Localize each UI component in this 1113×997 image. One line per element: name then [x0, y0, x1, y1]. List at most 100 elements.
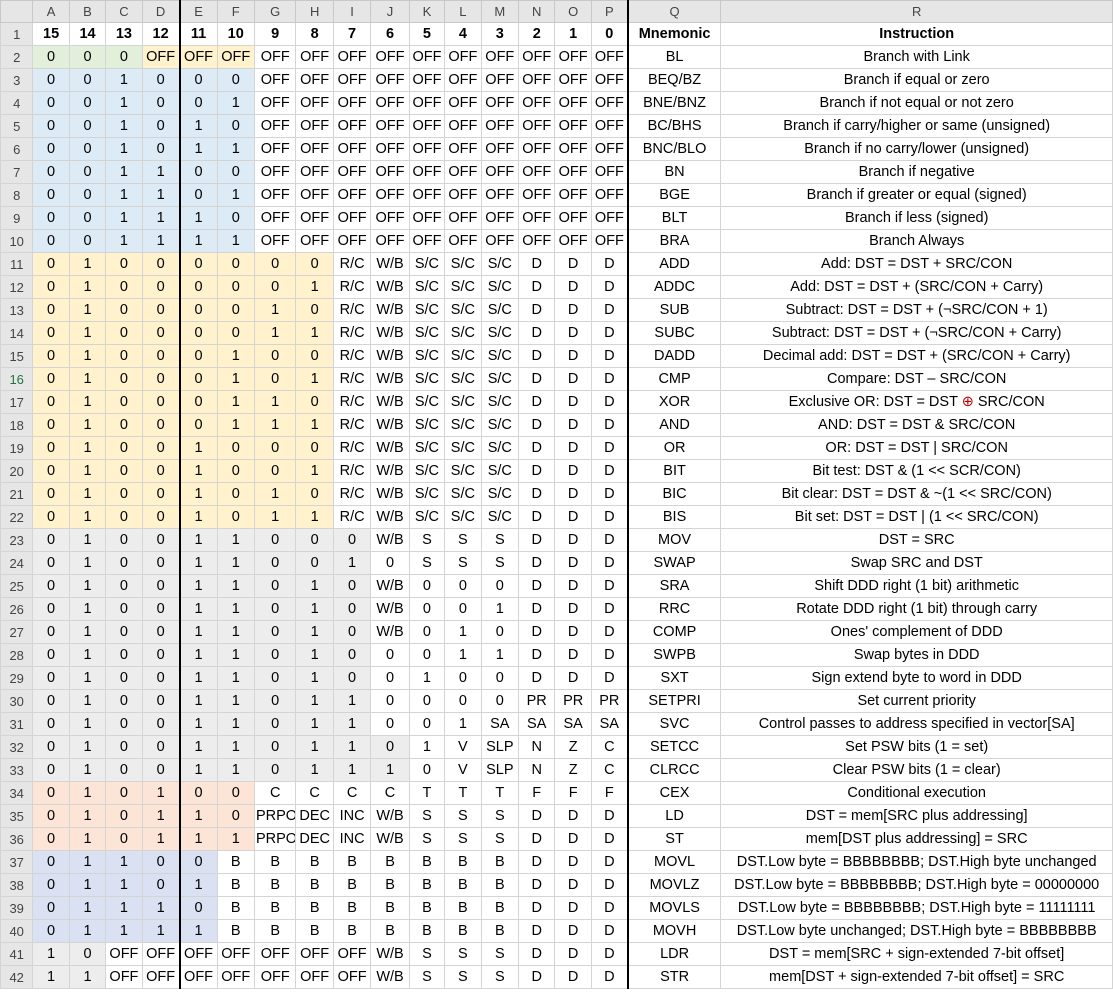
bit-cell[interactable]: S/C	[408, 413, 446, 437]
bit-cell[interactable]: 0	[141, 689, 181, 713]
bit-cell[interactable]: 0	[141, 459, 181, 483]
bit-cell[interactable]: S/C	[480, 252, 520, 276]
bit-cell[interactable]: 0	[32, 206, 70, 230]
bit-cell[interactable]: OFF	[408, 137, 446, 161]
bit-cell[interactable]: 0	[253, 689, 297, 713]
bit-cell[interactable]: S	[408, 528, 446, 552]
bit-cell[interactable]: OFF	[295, 160, 334, 184]
bit-cell[interactable]: R/C	[332, 482, 372, 506]
row-header[interactable]: 30	[0, 689, 34, 713]
column-header-d[interactable]: D	[141, 0, 181, 23]
bit-cell[interactable]: S/C	[408, 390, 446, 414]
mnemonic-cell[interactable]: COMP	[627, 620, 722, 644]
bit-cell[interactable]: 1	[295, 735, 334, 759]
bit-cell[interactable]: 1	[480, 643, 520, 667]
bit-cell[interactable]: 0	[141, 367, 181, 391]
bit-cell[interactable]: OFF	[444, 68, 482, 92]
bit-cell[interactable]: 1	[179, 137, 218, 161]
bit-cell[interactable]: S/C	[408, 298, 446, 322]
instruction-cell[interactable]: Add: DST = DST + (SRC/CON + Carry)	[720, 275, 1113, 299]
bit-cell[interactable]: OFF	[253, 965, 297, 989]
bit-cell[interactable]: 0	[32, 643, 70, 667]
bit-cell[interactable]: 0	[179, 850, 218, 874]
bit-cell[interactable]: S	[444, 528, 482, 552]
bit-cell[interactable]: 0	[105, 505, 143, 529]
mnemonic-cell[interactable]: AND	[627, 413, 722, 437]
bit-cell[interactable]: 0	[32, 160, 70, 184]
bit-cell[interactable]: S	[408, 965, 446, 989]
bit-cell[interactable]: 0	[216, 114, 255, 138]
bit-header-cell[interactable]: 13	[105, 22, 143, 46]
row-header[interactable]: 22	[0, 505, 34, 529]
bit-cell[interactable]: 0	[141, 137, 181, 161]
bit-cell[interactable]: OFF	[444, 91, 482, 115]
bit-cell[interactable]: B	[370, 850, 410, 874]
bit-cell[interactable]: B	[370, 896, 410, 920]
bit-cell[interactable]: OFF	[370, 45, 410, 69]
bit-cell[interactable]: DEC	[295, 804, 334, 828]
bit-cell[interactable]: 0	[480, 666, 520, 690]
bit-cell[interactable]: 0	[32, 298, 70, 322]
bit-cell[interactable]: 0	[105, 597, 143, 621]
bit-cell[interactable]: 0	[408, 689, 446, 713]
bit-cell[interactable]: D	[554, 919, 592, 943]
bit-cell[interactable]: S	[480, 965, 520, 989]
row-header[interactable]: 34	[0, 781, 34, 805]
bit-cell[interactable]: C	[253, 781, 297, 805]
bit-cell[interactable]: 0	[32, 528, 70, 552]
bit-cell[interactable]: 0	[32, 551, 70, 575]
bit-cell[interactable]: OFF	[370, 183, 410, 207]
mnemonic-cell[interactable]: SVC	[627, 712, 722, 736]
bit-cell[interactable]: 1	[216, 551, 255, 575]
bit-cell[interactable]: T	[444, 781, 482, 805]
bit-cell[interactable]: 1	[253, 321, 297, 345]
bit-cell[interactable]: D	[590, 643, 629, 667]
bit-cell[interactable]: D	[554, 850, 592, 874]
bit-cell[interactable]: 0	[105, 781, 143, 805]
bit-cell[interactable]: B	[444, 919, 482, 943]
bit-cell[interactable]: 1	[141, 183, 181, 207]
bit-cell[interactable]: 0	[408, 597, 446, 621]
bit-cell[interactable]: D	[518, 390, 556, 414]
bit-cell[interactable]: D	[590, 896, 629, 920]
bit-cell[interactable]: OFF	[518, 45, 556, 69]
row-header[interactable]: 31	[0, 712, 34, 736]
bit-cell[interactable]: 0	[370, 689, 410, 713]
bit-cell[interactable]: S	[480, 804, 520, 828]
bit-cell[interactable]: PRPO	[253, 827, 297, 851]
bit-cell[interactable]: 0	[32, 344, 70, 368]
bit-cell[interactable]: B	[370, 919, 410, 943]
bit-cell[interactable]: 1	[216, 344, 255, 368]
bit-cell[interactable]: D	[518, 505, 556, 529]
bit-cell[interactable]: OFF	[105, 942, 143, 966]
bit-cell[interactable]: 0	[179, 68, 218, 92]
bit-cell[interactable]: 1	[179, 620, 218, 644]
bit-cell[interactable]: W/B	[370, 574, 410, 598]
bit-cell[interactable]: D	[518, 252, 556, 276]
bit-cell[interactable]: OFF	[295, 942, 334, 966]
column-header-p[interactable]: P	[590, 0, 629, 23]
instruction-cell[interactable]: Branch if carry/higher or same (unsigned…	[720, 114, 1113, 138]
bit-cell[interactable]: OFF	[370, 206, 410, 230]
bit-cell[interactable]: D	[554, 459, 592, 483]
bit-cell[interactable]: 0	[141, 643, 181, 667]
bit-cell[interactable]: S/C	[408, 459, 446, 483]
bit-cell[interactable]: 0	[253, 620, 297, 644]
bit-cell[interactable]: 1	[179, 551, 218, 575]
bit-cell[interactable]: 1	[68, 528, 107, 552]
bit-header-cell[interactable]: 11	[179, 22, 218, 46]
bit-cell[interactable]: 0	[408, 574, 446, 598]
bit-cell[interactable]: 0	[32, 252, 70, 276]
mnemonic-cell[interactable]: BLT	[627, 206, 722, 230]
mnemonic-cell[interactable]: SUBC	[627, 321, 722, 345]
bit-cell[interactable]: 1	[68, 482, 107, 506]
bit-cell[interactable]: 0	[32, 45, 70, 69]
bit-cell[interactable]: R/C	[332, 390, 372, 414]
row-header[interactable]: 9	[0, 206, 34, 230]
bit-cell[interactable]: W/B	[370, 413, 410, 437]
bit-cell[interactable]: OFF	[370, 160, 410, 184]
bit-cell[interactable]: 0	[408, 712, 446, 736]
bit-cell[interactable]: OFF	[179, 965, 218, 989]
bit-cell[interactable]: OFF	[554, 183, 592, 207]
bit-cell[interactable]: 0	[141, 505, 181, 529]
